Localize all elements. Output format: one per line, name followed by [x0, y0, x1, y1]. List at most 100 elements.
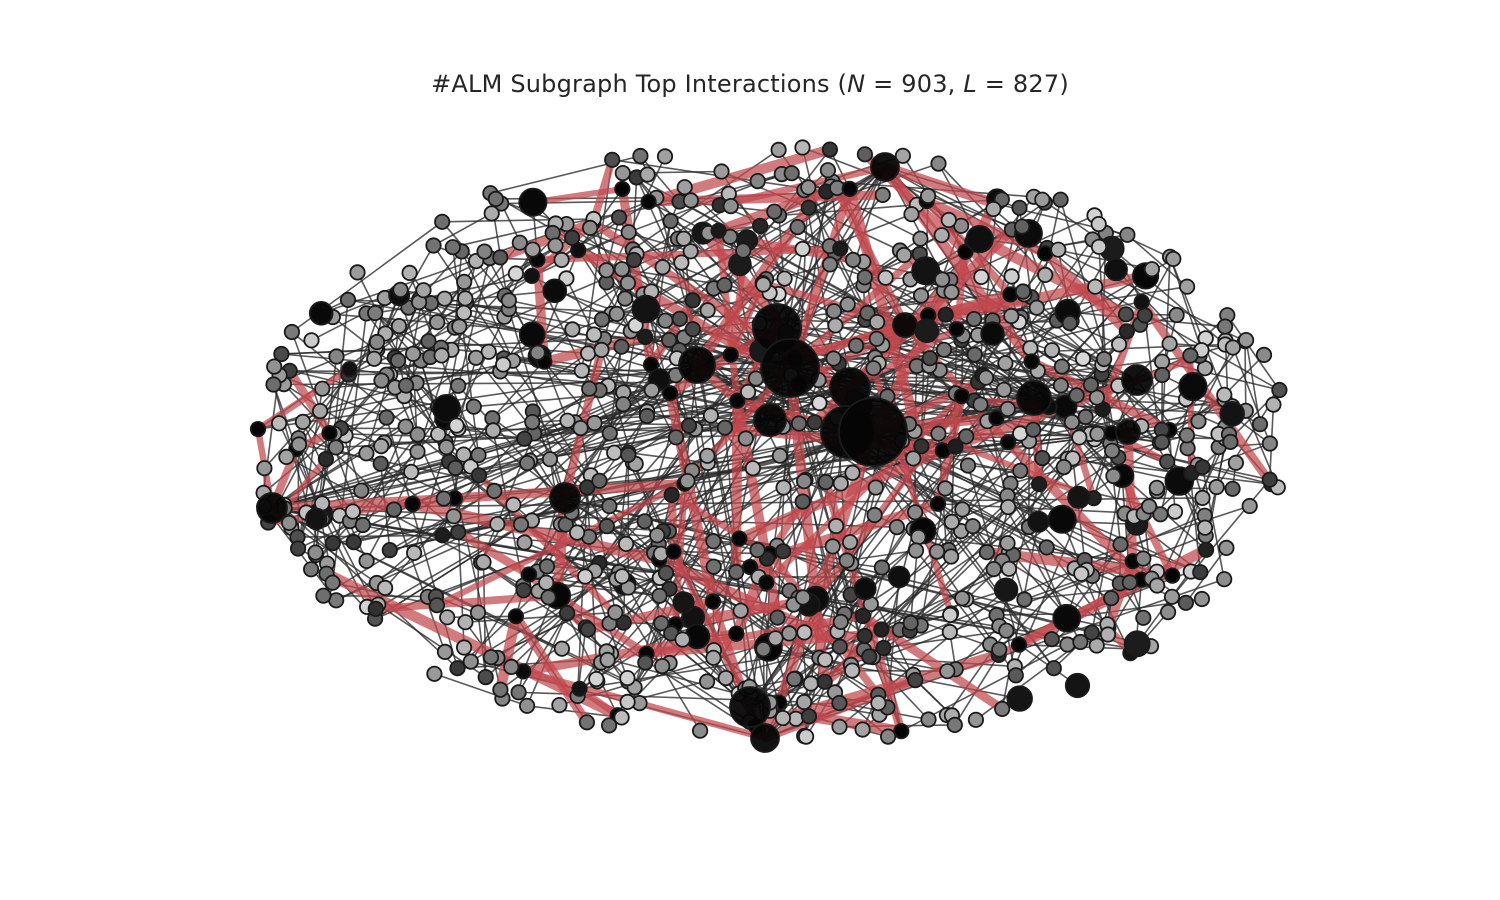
- network-node: [373, 372, 390, 389]
- network-node: [1190, 413, 1207, 430]
- network-node: [637, 654, 654, 671]
- network-node: [1052, 191, 1069, 208]
- network-node: [817, 473, 834, 491]
- network-node: [672, 591, 695, 614]
- network-node: [657, 312, 674, 329]
- network-node: [684, 321, 701, 338]
- network-node: [873, 621, 890, 638]
- network-node: [524, 241, 541, 258]
- network-node: [1047, 504, 1077, 534]
- network-node: [933, 227, 950, 244]
- network-node: [824, 538, 841, 555]
- title-prefix: #ALM Subgraph Top Interactions (: [431, 70, 848, 98]
- network-node: [447, 459, 464, 476]
- network-node: [470, 446, 487, 464]
- network-node: [912, 287, 930, 304]
- network-node: [487, 190, 504, 207]
- network-node: [1103, 590, 1120, 607]
- network-node: [572, 419, 589, 437]
- network-node: [977, 369, 995, 386]
- network-node: [503, 658, 520, 676]
- network-node: [716, 419, 734, 436]
- network-node: [273, 345, 290, 363]
- network-node: [973, 268, 990, 285]
- network-node: [1261, 435, 1279, 452]
- network-node: [704, 593, 722, 610]
- network-node: [702, 407, 720, 424]
- network-node: [728, 625, 745, 642]
- network-node: [1027, 510, 1050, 533]
- network-node: [372, 455, 389, 472]
- network-node: [943, 283, 960, 301]
- network-node: [832, 613, 849, 631]
- network-node: [995, 381, 1013, 398]
- network-node: [619, 274, 637, 292]
- network-node: [339, 291, 357, 308]
- network-node: [511, 234, 528, 251]
- network-node: [794, 589, 812, 606]
- network-node: [1006, 685, 1033, 712]
- network-node: [433, 347, 450, 364]
- network-node: [758, 574, 775, 591]
- network-node: [475, 553, 492, 571]
- network-node: [409, 426, 426, 443]
- network-node: [790, 415, 808, 432]
- network-node: [1037, 245, 1054, 262]
- network-node: [873, 559, 891, 576]
- network-node: [928, 543, 946, 560]
- network-node: [954, 501, 971, 518]
- network-node: [445, 508, 462, 525]
- network-node: [376, 579, 394, 597]
- network-edge: [1012, 554, 1066, 615]
- hub-node: [549, 482, 581, 514]
- network-node: [940, 211, 957, 229]
- network-node: [519, 454, 536, 472]
- network-node: [844, 464, 861, 481]
- network-node: [831, 718, 848, 735]
- network-node: [875, 639, 892, 657]
- network-node: [844, 251, 862, 268]
- network-node: [934, 271, 951, 288]
- network-node: [482, 649, 500, 666]
- network-node: [797, 728, 815, 745]
- network-node: [691, 722, 709, 739]
- network-node: [420, 333, 437, 350]
- hub-node: [678, 346, 716, 384]
- network-node: [1216, 386, 1233, 403]
- network-node: [451, 318, 468, 335]
- network-node: [404, 495, 421, 513]
- network-node: [722, 346, 739, 363]
- network-edge: [374, 312, 414, 355]
- network-edge: [433, 212, 493, 247]
- network-node: [774, 709, 792, 727]
- hub-node: [1121, 364, 1153, 396]
- network-node: [794, 240, 811, 257]
- network-node: [1135, 609, 1152, 626]
- network-node: [958, 428, 975, 445]
- network-node: [705, 649, 722, 666]
- network-node: [643, 382, 660, 399]
- network-node: [598, 262, 615, 279]
- network-node: [444, 239, 461, 256]
- network-node: [920, 711, 937, 728]
- network-node: [579, 479, 596, 496]
- network-node: [675, 230, 692, 247]
- network-node: [816, 651, 834, 668]
- network-node: [563, 229, 581, 246]
- network-node: [613, 568, 631, 585]
- network-edge: [374, 312, 431, 358]
- network-node: [656, 148, 674, 165]
- network-node: [906, 504, 924, 521]
- network-node: [819, 162, 837, 179]
- network-node: [1182, 347, 1199, 364]
- network-node: [1179, 278, 1196, 295]
- network-node: [942, 606, 959, 624]
- title-l-symbol: L: [963, 70, 977, 98]
- network-edge: [332, 431, 1129, 544]
- network-node: [529, 344, 546, 361]
- network-node: [800, 708, 818, 725]
- network-edge: [257, 364, 698, 430]
- network-edge: [680, 262, 766, 739]
- network-node: [608, 305, 625, 322]
